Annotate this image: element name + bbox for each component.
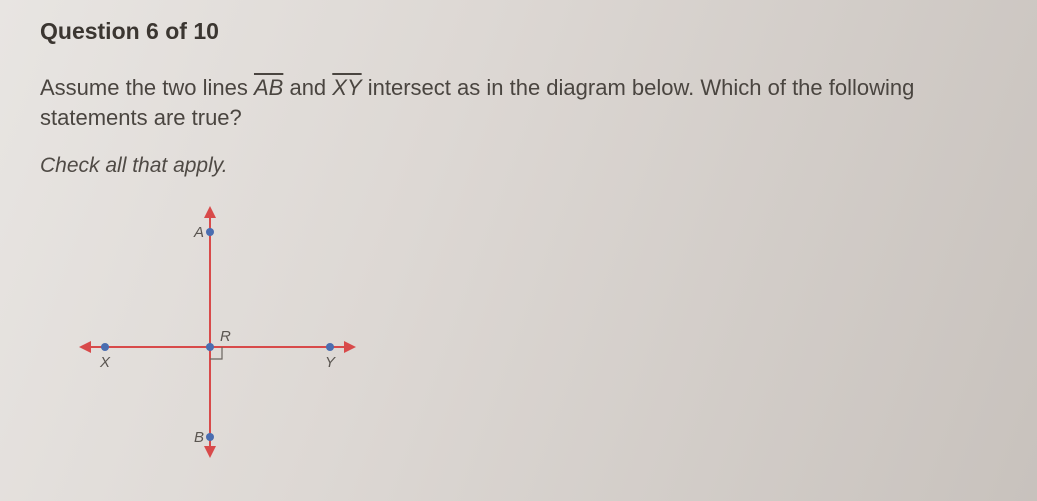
- label-x: X: [99, 354, 111, 371]
- point-a: [206, 228, 214, 236]
- line-xy: XY: [332, 75, 361, 100]
- label-r: R: [220, 328, 231, 345]
- body-pre: Assume the two lines: [40, 75, 254, 100]
- instruction-text: Check all that apply.: [40, 154, 997, 178]
- point-r: [206, 343, 214, 351]
- point-x: [101, 343, 109, 351]
- point-b: [206, 433, 214, 441]
- geometry-diagram: A B X Y R: [70, 202, 390, 462]
- question-text: Assume the two lines AB and XY intersect…: [40, 73, 997, 132]
- label-y: Y: [325, 354, 336, 371]
- body-mid: and: [283, 75, 332, 100]
- label-b: B: [194, 429, 204, 446]
- line-ab: AB: [254, 75, 283, 100]
- point-y: [326, 343, 334, 351]
- label-a: A: [193, 224, 204, 241]
- question-number: Question 6 of 10: [40, 18, 997, 45]
